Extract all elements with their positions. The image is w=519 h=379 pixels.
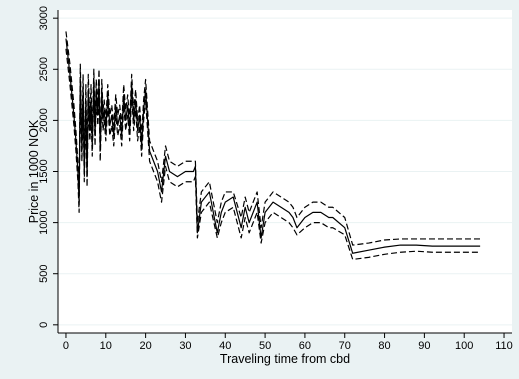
x-tick-label-10: 10 xyxy=(100,340,112,352)
x-tick-label-90: 90 xyxy=(418,340,430,352)
x-ticks: 0 10 20 30 40 50 60 70 80 90 100 110 xyxy=(63,333,513,352)
x-tick-label-20: 20 xyxy=(139,340,151,352)
y-tick-label-1500: 1500 xyxy=(38,159,50,183)
x-tick-label-70: 70 xyxy=(339,340,351,352)
series-line-ci-1 xyxy=(65,31,481,246)
x-tick-label-30: 30 xyxy=(179,340,191,352)
y-tick-label-2000: 2000 xyxy=(38,108,50,132)
x-tick-label-50: 50 xyxy=(259,340,271,352)
y-tick-label-2500: 2500 xyxy=(38,57,50,81)
x-tick-label-0: 0 xyxy=(63,340,69,352)
x-axis-label: Traveling time from cbd xyxy=(220,352,350,366)
x-tick-label-110: 110 xyxy=(495,340,513,352)
y-tick-label-0: 0 xyxy=(38,322,50,328)
x-tick-label-60: 60 xyxy=(299,340,311,352)
y-tick-label-3000: 3000 xyxy=(38,6,50,30)
series-line-ci-2 xyxy=(65,48,481,261)
y-axis-label: Price in 1000 NOK xyxy=(27,119,41,223)
series-group xyxy=(65,31,481,261)
x-tick-label-100: 100 xyxy=(455,340,473,352)
y-tick-label-1000: 1000 xyxy=(38,210,50,234)
x-tick-label-40: 40 xyxy=(219,340,231,352)
y-tick-label-500: 500 xyxy=(38,265,50,283)
x-tick-label-80: 80 xyxy=(378,340,390,352)
y-ticks: 0 500 1000 1500 2000 2500 3000 xyxy=(38,6,58,328)
